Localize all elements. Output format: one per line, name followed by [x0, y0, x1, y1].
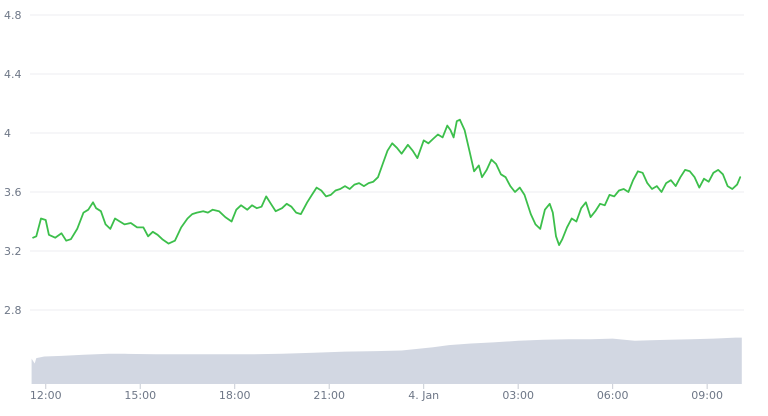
x-axis-ticks: 12:00 15:00 18:00 21:00 4. Jan 03:00 06:00 09:0…	[30, 384, 723, 402]
price-line-layer	[32, 118, 742, 247]
gridlines	[30, 14, 744, 311]
y-tick-label: 4.8	[4, 9, 22, 22]
x-tick-label: 12:00	[30, 389, 62, 402]
y-tick-label: 4.4	[4, 68, 22, 81]
x-tick-label: 03:00	[502, 389, 534, 402]
y-tick-label: 2.8	[4, 304, 22, 317]
x-tick-label: 09:00	[691, 389, 723, 402]
x-tick-label: 4. Jan	[408, 389, 439, 402]
x-tick-label: 15:00	[124, 389, 156, 402]
y-tick-label: 3.2	[4, 245, 22, 258]
volume-area	[31, 337, 742, 384]
x-tick-label: 18:00	[219, 389, 251, 402]
volume-series	[31, 337, 742, 384]
price-series-line	[32, 118, 742, 247]
y-tick-label: 4	[4, 127, 11, 140]
x-tick-label: 21:00	[313, 389, 345, 402]
y-axis-ticks: 2.8 3.2 3.6 4 4.4 4.8	[4, 9, 22, 317]
x-tick-label: 06:00	[597, 389, 629, 402]
y-tick-label: 3.6	[4, 186, 22, 199]
